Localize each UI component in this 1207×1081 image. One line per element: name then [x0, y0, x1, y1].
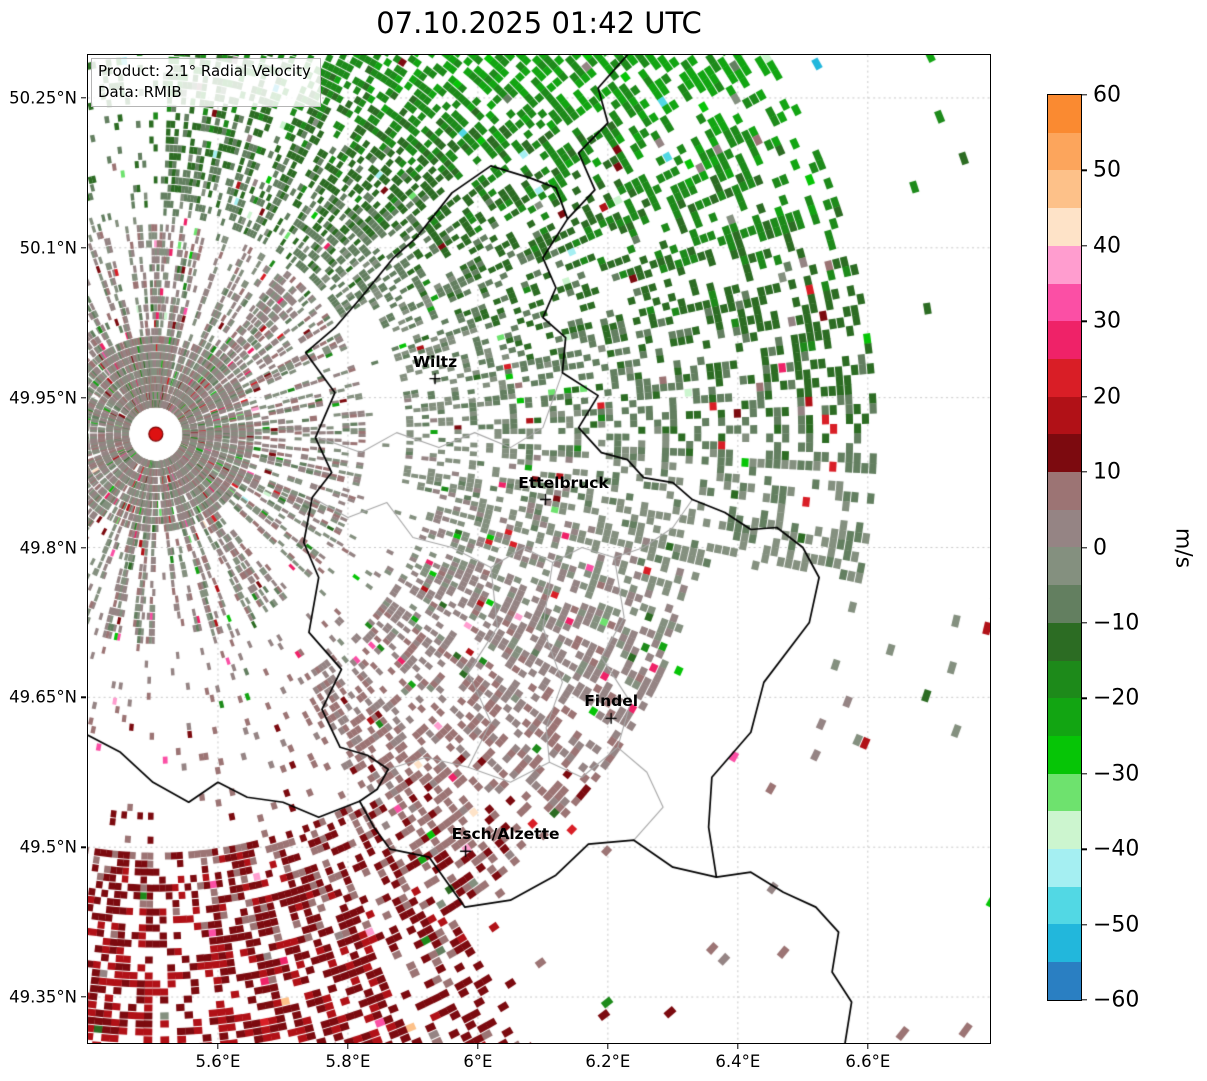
x-tick-mark	[867, 1044, 869, 1049]
colorbar-tick-label: 30	[1093, 308, 1121, 334]
y-tick-mark	[81, 97, 86, 99]
colorbar-tick-label: −50	[1093, 912, 1140, 938]
colorbar-segment	[1048, 283, 1081, 322]
colorbar-segment	[1048, 886, 1081, 925]
colorbar-tick-label: 10	[1093, 459, 1121, 485]
colorbar-tick-mark	[1082, 320, 1087, 322]
colorbar-tick-mark	[1082, 848, 1087, 850]
product-legend-box: Product: 2.1° Radial Velocity Data: RMIB	[91, 58, 321, 108]
colorbar-tick-label: 40	[1093, 233, 1121, 259]
colorbar-tick-mark	[1082, 622, 1087, 624]
y-tick-mark	[81, 846, 86, 848]
y-tick-label: 49.95°N	[9, 388, 77, 408]
x-tick-label: 6°E	[463, 1052, 493, 1071]
x-tick-mark	[347, 1044, 349, 1049]
colorbar-segment	[1048, 132, 1081, 171]
y-tick-label: 49.35°N	[9, 987, 77, 1007]
colorbar-segment	[1048, 698, 1081, 736]
legend-source-line: Data: RMIB	[98, 82, 182, 101]
map-plot-area: Product: 2.1° Radial Velocity Data: RMIB	[87, 54, 991, 1044]
y-tick-mark	[81, 396, 86, 399]
colorbar	[1047, 94, 1082, 1001]
colorbar-segment	[1048, 170, 1081, 209]
colorbar-tick-label: 20	[1093, 384, 1121, 410]
city-label: Wiltz	[412, 352, 458, 371]
colorbar-segment	[1048, 622, 1081, 661]
x-tick-mark	[737, 1044, 739, 1049]
colorbar-segment	[1048, 321, 1081, 359]
colorbar-segment	[1048, 924, 1081, 963]
x-tick-label: 6.6°E	[845, 1052, 891, 1071]
colorbar-tick-mark	[1082, 395, 1087, 398]
y-tick-label: 49.5°N	[19, 837, 77, 857]
colorbar-segment	[1048, 509, 1081, 548]
x-tick-label: 5.8°E	[325, 1052, 371, 1071]
colorbar-tick-mark	[1082, 169, 1087, 172]
city-label: Ettelbruck	[518, 473, 609, 492]
radar-map-canvas	[88, 55, 990, 1043]
colorbar-segment	[1048, 585, 1081, 623]
colorbar-tick-label: −20	[1093, 685, 1140, 711]
y-tick-mark	[81, 546, 86, 549]
colorbar-unit-label: m/s	[1170, 527, 1196, 569]
colorbar-segment	[1048, 434, 1081, 473]
legend-product-line: Product: 2.1° Radial Velocity	[98, 62, 311, 80]
colorbar-tick-label: 60	[1093, 82, 1121, 108]
colorbar-tick-mark	[1082, 923, 1087, 926]
y-tick-label: 49.65°N	[9, 687, 77, 707]
y-tick-mark	[81, 247, 86, 249]
colorbar-tick-mark	[1082, 697, 1087, 700]
y-tick-label: 50.25°N	[9, 88, 77, 108]
figure-title: 07.10.2025 01:42 UTC	[376, 6, 702, 40]
y-tick-label: 50.1°N	[19, 238, 77, 258]
colorbar-tick-label: 50	[1093, 157, 1121, 183]
y-tick-mark	[81, 696, 86, 699]
colorbar-tick-mark	[1082, 94, 1087, 96]
colorbar-tick-label: −30	[1093, 761, 1140, 787]
colorbar-segment	[1048, 396, 1081, 435]
colorbar-segment	[1048, 660, 1081, 699]
colorbar-segment	[1048, 245, 1081, 284]
colorbar-segment	[1048, 962, 1081, 1000]
colorbar-segment	[1048, 811, 1081, 850]
colorbar-segment	[1048, 208, 1081, 246]
y-tick-label: 49.8°N	[19, 538, 77, 557]
colorbar-segment	[1048, 472, 1081, 510]
colorbar-segment	[1048, 358, 1081, 397]
colorbar-tick-mark	[1082, 245, 1087, 247]
colorbar-tick-mark	[1082, 999, 1087, 1001]
colorbar-segment	[1048, 735, 1081, 774]
colorbar-tick-label: 0	[1093, 535, 1107, 560]
x-tick-mark	[217, 1044, 219, 1049]
city-label: Findel	[584, 692, 639, 711]
colorbar-segment	[1048, 773, 1081, 812]
x-tick-label: 6.2°E	[585, 1052, 631, 1071]
colorbar-segment	[1048, 547, 1081, 586]
colorbar-tick-label: −10	[1093, 610, 1140, 636]
colorbar-tick-mark	[1082, 773, 1087, 775]
city-label: Esch/Alzette	[451, 825, 560, 844]
x-tick-label: 5.6°E	[195, 1052, 241, 1071]
x-tick-label: 6.4°E	[715, 1052, 761, 1071]
colorbar-tick-mark	[1082, 471, 1087, 473]
colorbar-tick-label: −40	[1093, 836, 1140, 862]
x-tick-mark	[477, 1044, 479, 1049]
colorbar-tick-label: −60	[1093, 987, 1140, 1013]
colorbar-tick-mark	[1082, 546, 1087, 549]
colorbar-segment	[1048, 95, 1081, 133]
y-tick-mark	[81, 996, 86, 998]
colorbar-segment	[1048, 849, 1081, 887]
x-tick-mark	[607, 1044, 609, 1049]
